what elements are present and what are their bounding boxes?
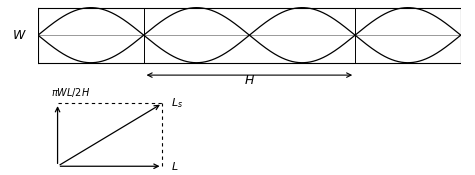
Text: $\pi WL/2H$: $\pi WL/2H$ — [51, 86, 90, 99]
Text: $L_s$: $L_s$ — [171, 96, 183, 110]
Text: W: W — [13, 29, 25, 42]
Text: $L$: $L$ — [171, 160, 179, 172]
Text: H: H — [245, 74, 254, 87]
